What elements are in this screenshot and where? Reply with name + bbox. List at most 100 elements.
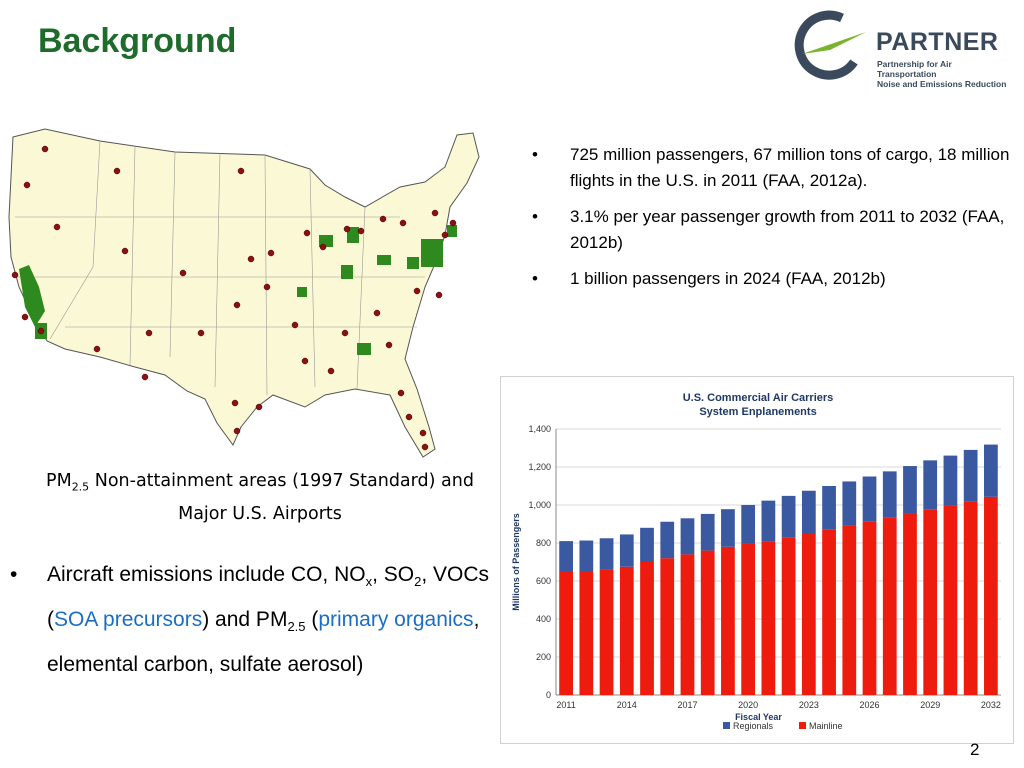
text-part: , VOCs (	[47, 563, 490, 632]
subscript: 2.5	[287, 619, 306, 635]
emissions-bullet: • Aircraft emissions include CO, NOx, SO…	[10, 556, 500, 684]
soa-precursors-link[interactable]: SOA precursors	[54, 608, 203, 632]
x-tick-label: 2026	[860, 700, 880, 710]
text-part: Aircraft emissions include CO, NO	[47, 563, 366, 586]
text-part: ) and PM	[202, 608, 288, 632]
logo-ring-icon	[794, 10, 866, 80]
bar-mainline	[963, 501, 978, 695]
bullet-dot: •	[532, 269, 538, 288]
bullet-text: 1 billion passengers in 2024 (FAA, 2012b…	[570, 269, 886, 288]
bar-regionals	[559, 541, 573, 572]
partner-logo: PARTNER Partnership for Air Transportati…	[782, 10, 1012, 89]
x-tick-label: 2011	[556, 700, 575, 710]
right-bullet-list: • 725 million passengers, 67 million tons…	[530, 142, 1010, 302]
bar-regionals	[862, 476, 877, 522]
y-tick-label: 400	[536, 614, 551, 624]
bullet-dot: •	[10, 563, 18, 586]
y-tick-label: 1,000	[528, 500, 551, 510]
bar-regionals	[903, 466, 917, 514]
x-tick-label: 2023	[799, 700, 819, 710]
bar-regionals	[741, 505, 756, 544]
bar-regionals	[660, 521, 675, 559]
subscript: x	[365, 574, 373, 590]
bar-mainline	[599, 569, 614, 695]
y-tick-label: 200	[536, 652, 551, 662]
bar-regionals	[943, 455, 958, 506]
bar-regionals	[781, 495, 796, 538]
primary-organics-link[interactable]: primary organics	[318, 608, 474, 632]
caption-rest: Non-attainment areas (1997 Standard) and	[89, 471, 474, 491]
text-part: , elemental carbon, sulfate aerosol)	[47, 608, 480, 677]
caption-pm-subscript: 2.5	[71, 480, 90, 494]
bar-mainline	[741, 543, 756, 695]
bar-mainline	[640, 562, 654, 695]
logo-subtitle: Partnership for Air Transportation Noise…	[877, 59, 1012, 89]
bar-regionals	[984, 444, 998, 497]
x-tick-label: 2029	[920, 700, 940, 710]
emissions-text: Aircraft emissions include CO, NOx, SO2,…	[47, 556, 500, 684]
bar-mainline	[559, 571, 573, 695]
bar-regionals	[923, 460, 938, 510]
logo-name: PARTNER	[876, 28, 999, 56]
us-map	[8, 128, 480, 458]
bar-mainline	[862, 521, 877, 695]
bar-mainline	[801, 533, 816, 695]
bar-regionals	[822, 486, 836, 530]
bullet-dot: •	[532, 145, 538, 164]
bar-mainline	[943, 505, 958, 695]
bar-mainline	[579, 571, 594, 695]
chart-svg: U.S. Commercial Air Carriers System Enpla…	[511, 392, 1001, 731]
y-tick-label: 0	[546, 690, 551, 700]
legend-swatch-mainline	[799, 722, 806, 729]
bullet-dot: •	[532, 207, 538, 226]
bar-regionals	[579, 540, 594, 572]
bar-regionals	[801, 490, 816, 534]
bar-regionals	[882, 471, 897, 518]
bullet-item: • 3.1% per year passenger growth from 201…	[530, 204, 1010, 256]
bar-mainline	[781, 537, 796, 695]
bar-regionals	[963, 449, 978, 502]
bar-regionals	[640, 527, 654, 562]
bar-mainline	[822, 529, 836, 695]
x-tick-label: 2020	[738, 700, 758, 710]
chart-title: U.S. Commercial Air Carriers	[683, 392, 834, 404]
x-tick-label: 2032	[981, 700, 1001, 710]
bullet-text: 725 million passengers, 67 million tons …	[570, 145, 1010, 190]
page-title: Background	[38, 22, 237, 60]
bullet-item: • 725 million passengers, 67 million tons…	[530, 142, 1010, 194]
map-caption-line2: Major U.S. Airports	[178, 503, 342, 524]
bar-regionals	[761, 500, 776, 542]
bar-regionals	[619, 534, 634, 567]
subscript: 2	[414, 574, 422, 590]
bullet-text: 3.1% per year passenger growth from 2011…	[570, 207, 1005, 252]
y-tick-label: 1,200	[528, 462, 551, 472]
chart-subtitle: System Enplanements	[699, 406, 816, 418]
bar-mainline	[680, 554, 695, 695]
legend-swatch-regionals	[723, 722, 730, 729]
bar-mainline	[721, 546, 735, 695]
bar-regionals	[700, 513, 715, 551]
y-tick-label: 800	[536, 538, 551, 548]
bar-regionals	[721, 509, 735, 547]
bar-mainline	[619, 566, 634, 695]
bar-mainline	[700, 550, 715, 695]
logo-subtitle-line1: Partnership for Air Transportation	[877, 59, 952, 79]
bar-mainline	[984, 496, 998, 695]
bullet-item: • 1 billion passengers in 2024 (FAA, 2012…	[530, 266, 1010, 292]
bar-regionals	[599, 538, 614, 570]
x-axis-label: Fiscal Year	[735, 712, 782, 722]
bar-regionals	[842, 481, 857, 526]
enplanements-chart: U.S. Commercial Air Carriers System Enpla…	[500, 376, 1014, 744]
x-tick-label: 2014	[617, 700, 637, 710]
bar-regionals	[680, 518, 695, 555]
bar-mainline	[761, 541, 776, 695]
bar-mainline	[923, 509, 938, 695]
caption-pm: PM	[46, 471, 72, 491]
bar-mainline	[882, 517, 897, 695]
us-land-shape	[8, 128, 480, 458]
legend-label-mainline: Mainline	[809, 721, 843, 731]
x-tick-label: 2017	[677, 700, 697, 710]
map-caption: PM2.5 Non-attainment areas (1997 Standar…	[25, 468, 495, 527]
y-tick-label: 1,400	[528, 424, 551, 434]
bar-mainline	[842, 525, 857, 695]
